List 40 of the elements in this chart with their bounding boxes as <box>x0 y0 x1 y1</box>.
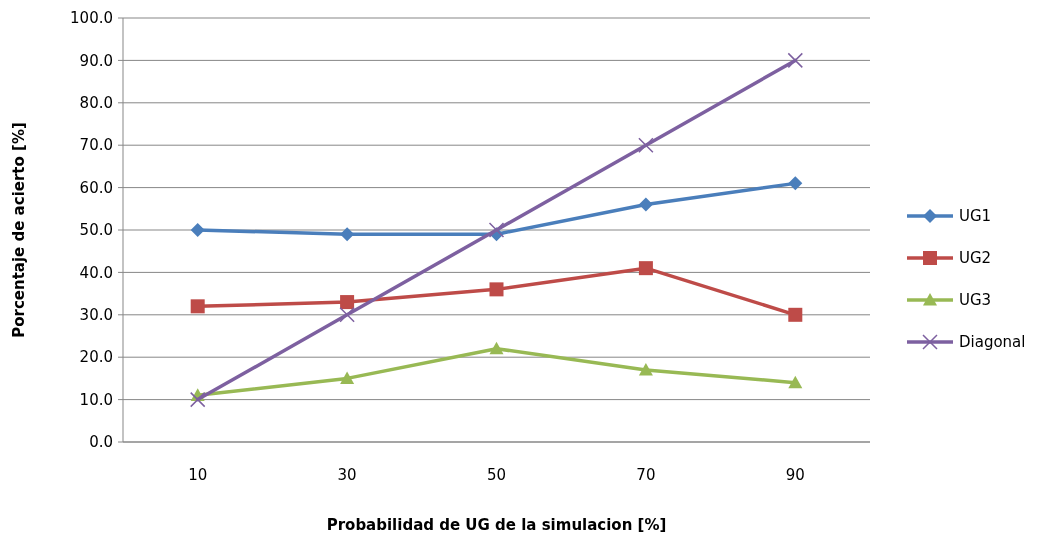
legend-label: UG2 <box>959 249 992 268</box>
x-tick-label: 50 <box>486 466 507 484</box>
point <box>489 282 504 297</box>
y-tick-label: 30.0 <box>79 306 113 325</box>
point <box>489 341 504 355</box>
point <box>190 223 205 237</box>
y-tick-label: 60.0 <box>79 178 113 197</box>
y-tick-label: 0.0 <box>89 433 113 452</box>
point <box>638 362 653 376</box>
y-tick-label: 10.0 <box>79 390 113 409</box>
point <box>787 52 804 69</box>
legend-label: Diagonal <box>959 333 1026 352</box>
y-tick-label: 90.0 <box>79 51 113 70</box>
point <box>190 299 205 314</box>
y-tick-label: 100.0 <box>70 9 113 28</box>
x-tick-label: 30 <box>337 466 357 484</box>
legend-label: UG1 <box>959 207 992 226</box>
point <box>638 137 654 153</box>
point <box>340 295 355 310</box>
point <box>340 227 355 242</box>
point <box>788 375 803 389</box>
y-tick-label: 40.0 <box>79 263 113 282</box>
y-tick-label: 50.0 <box>79 221 113 240</box>
x-tick-label: 90 <box>785 466 805 484</box>
y-axis-title: Porcentaje de acierto [%] <box>10 122 28 338</box>
y-tick-label: 20.0 <box>79 348 113 367</box>
x-tick-label: 10 <box>188 466 208 484</box>
point <box>638 197 653 212</box>
x-tick-label: 70 <box>636 466 656 484</box>
point <box>788 176 803 191</box>
point <box>340 371 355 384</box>
x-axis-title: Probabilidad de UG de la simulacion [%] <box>326 516 667 534</box>
point <box>638 261 653 276</box>
point <box>339 307 355 323</box>
point <box>788 307 803 322</box>
y-tick-label: 70.0 <box>79 136 113 155</box>
y-tick-label: 80.0 <box>79 94 113 113</box>
point <box>189 391 206 408</box>
legend-label: UG3 <box>959 291 992 310</box>
point <box>488 222 505 238</box>
